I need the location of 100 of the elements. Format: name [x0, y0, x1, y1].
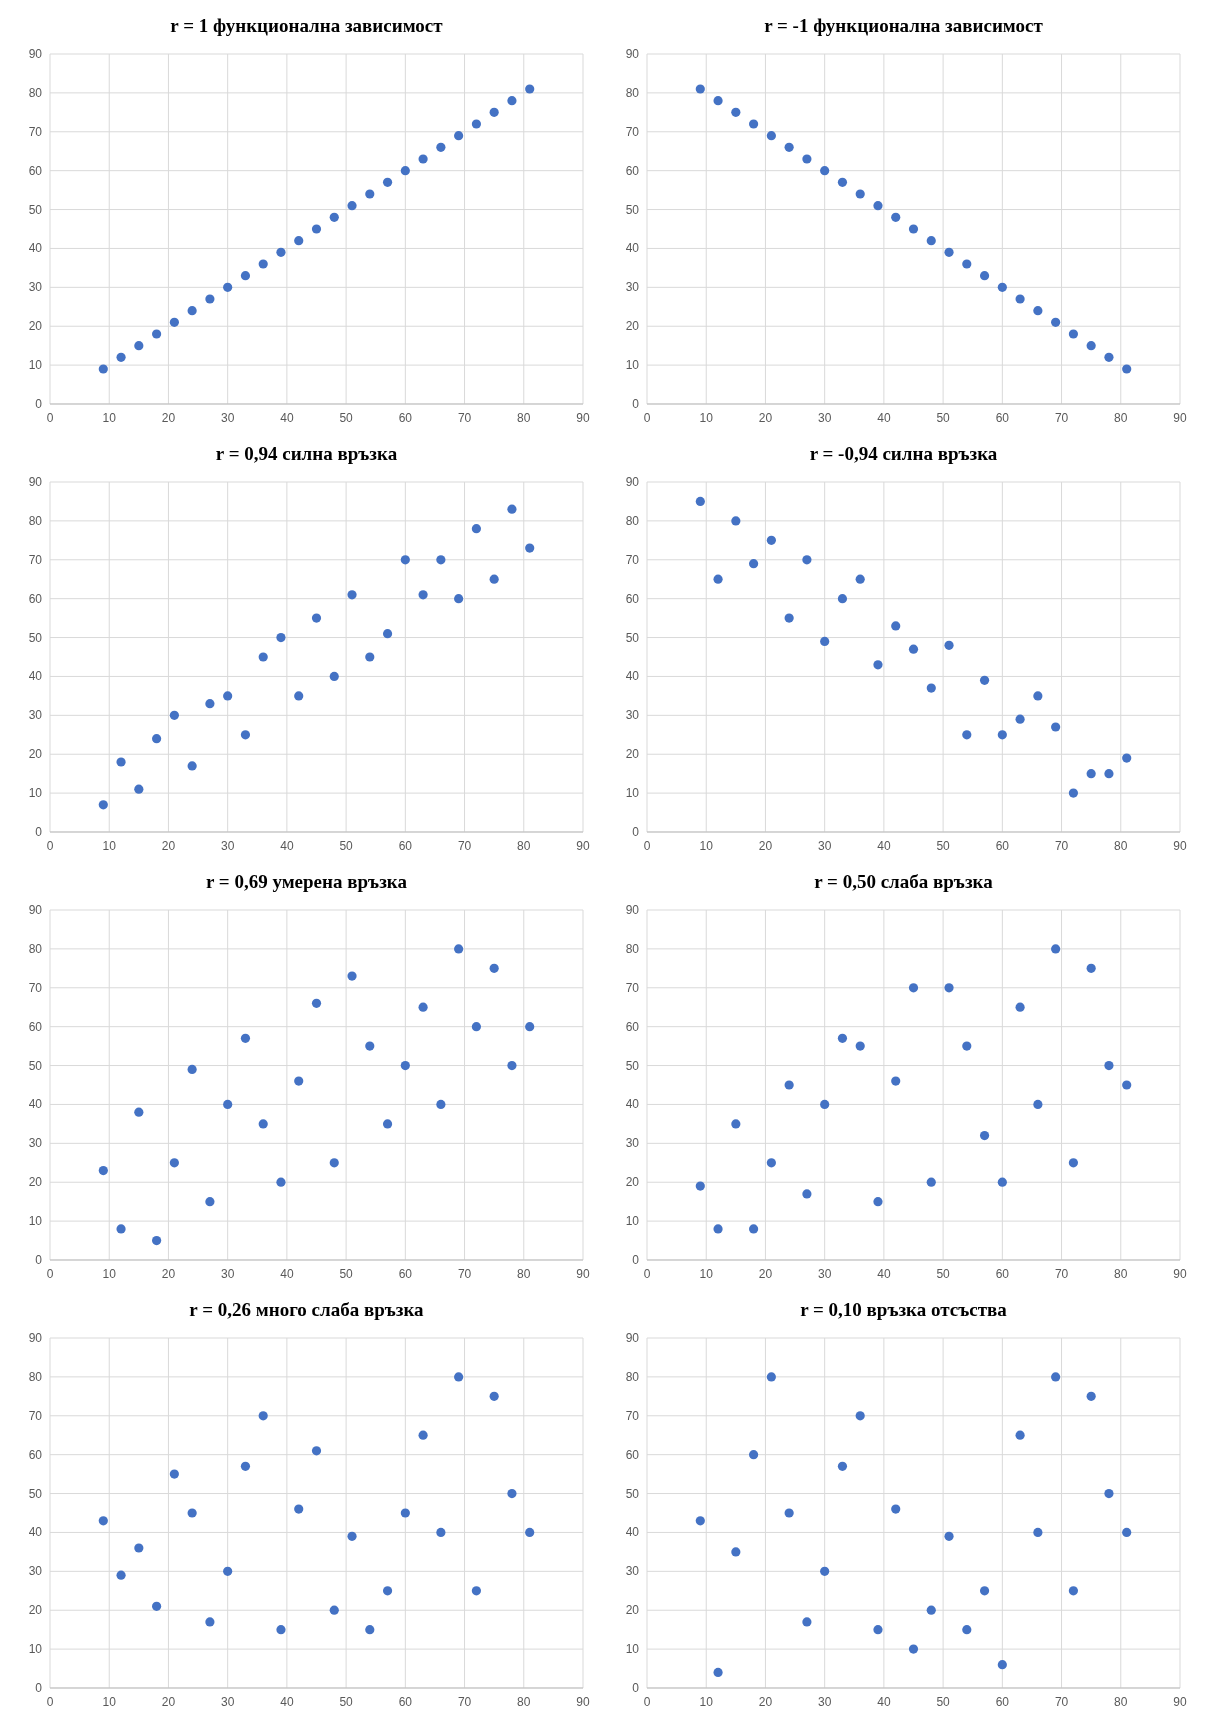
y-tick-label: 30 — [28, 1136, 43, 1151]
y-tick-label: 20 — [625, 1175, 640, 1190]
x-tick-label: 0 — [46, 1267, 54, 1281]
point — [749, 1450, 759, 1460]
point — [1015, 1430, 1025, 1440]
y-tick-label: 10 — [625, 1642, 640, 1657]
y-tick-label: 80 — [625, 85, 640, 100]
point — [365, 189, 375, 199]
y-tick-label: 70 — [625, 1408, 640, 1423]
y-tick-label: 10 — [625, 786, 640, 801]
x-tick-label: 20 — [161, 411, 176, 425]
point — [223, 282, 233, 292]
point — [997, 1177, 1007, 1187]
point — [855, 574, 865, 584]
x-tick-label: 10 — [699, 411, 714, 425]
point — [329, 671, 339, 682]
point — [1086, 769, 1096, 779]
point — [837, 1033, 848, 1043]
y-tick-label: 40 — [625, 241, 640, 256]
point — [454, 944, 464, 954]
point — [382, 1586, 393, 1596]
point — [784, 142, 794, 152]
chart-title: r = -0,94 силна връзка — [809, 443, 998, 464]
y-tick-label: 0 — [632, 1681, 640, 1695]
point — [98, 800, 108, 810]
point — [525, 1527, 535, 1538]
point — [98, 364, 108, 374]
y-tick-label: 30 — [625, 708, 640, 723]
point — [436, 555, 446, 565]
point — [471, 524, 481, 534]
point — [294, 691, 304, 701]
point — [695, 496, 705, 507]
point — [347, 590, 357, 600]
point — [802, 1189, 812, 1199]
point — [489, 1391, 499, 1401]
point — [525, 543, 535, 553]
x-tick-label: 80 — [1114, 411, 1128, 425]
x-tick-label: 0 — [643, 1695, 651, 1709]
point — [784, 1080, 794, 1090]
y-tick-label: 90 — [625, 1331, 640, 1345]
x-tick-label: 90 — [576, 411, 590, 425]
point — [152, 734, 162, 744]
y-tick-label: 70 — [625, 980, 640, 995]
point — [311, 998, 322, 1008]
x-tick-label: 20 — [758, 1695, 773, 1709]
y-tick-label: 60 — [625, 163, 640, 178]
x-tick-label: 10 — [102, 411, 117, 425]
y-tick-label: 50 — [28, 202, 43, 217]
y-tick-label: 90 — [28, 47, 43, 61]
x-tick-label: 50 — [936, 1267, 951, 1281]
point — [873, 660, 883, 670]
point — [276, 1625, 286, 1635]
point — [731, 1547, 741, 1557]
point — [962, 1041, 972, 1051]
x-tick-label: 0 — [46, 839, 54, 853]
y-tick-label: 60 — [28, 591, 43, 606]
point — [944, 247, 954, 257]
point — [400, 1060, 410, 1071]
chart-title: r = 0,50 слаба връзка — [814, 871, 994, 892]
chart-title: r = 0,69 умерена връзка — [206, 871, 408, 892]
point — [240, 730, 251, 740]
y-tick-label: 80 — [625, 513, 640, 528]
point — [1086, 341, 1096, 351]
x-tick-label: 70 — [1054, 1695, 1069, 1709]
point — [1086, 963, 1096, 973]
y-tick-label: 0 — [632, 825, 640, 839]
y-tick-label: 40 — [625, 1525, 640, 1540]
x-tick-label: 50 — [936, 1695, 951, 1709]
y-tick-label: 90 — [28, 475, 43, 489]
point — [820, 1566, 830, 1576]
point — [240, 1461, 251, 1471]
point — [382, 629, 393, 639]
point — [258, 1119, 268, 1129]
point — [187, 1508, 197, 1518]
point — [962, 259, 972, 269]
point — [1104, 1488, 1114, 1499]
point — [979, 271, 990, 281]
x-tick-label: 10 — [699, 839, 714, 853]
point — [116, 1570, 126, 1580]
x-tick-label: 70 — [1054, 411, 1069, 425]
point — [908, 644, 919, 654]
point — [713, 574, 723, 584]
point — [152, 1601, 162, 1611]
point — [1068, 788, 1078, 798]
y-tick-label: 80 — [625, 1369, 640, 1384]
point — [855, 1411, 865, 1421]
point — [749, 559, 759, 569]
point — [382, 1119, 393, 1129]
point — [294, 1076, 304, 1086]
point — [418, 154, 428, 164]
x-tick-label: 70 — [457, 1267, 472, 1281]
point — [418, 590, 428, 600]
x-tick-label: 90 — [1173, 1695, 1187, 1709]
point — [1086, 1391, 1096, 1401]
point — [695, 1181, 705, 1191]
y-tick-label: 70 — [28, 552, 43, 567]
point — [1051, 317, 1061, 327]
point — [116, 1224, 126, 1234]
chart-title: r = 1 функционална зависимост — [170, 15, 444, 36]
point — [1033, 1099, 1043, 1110]
